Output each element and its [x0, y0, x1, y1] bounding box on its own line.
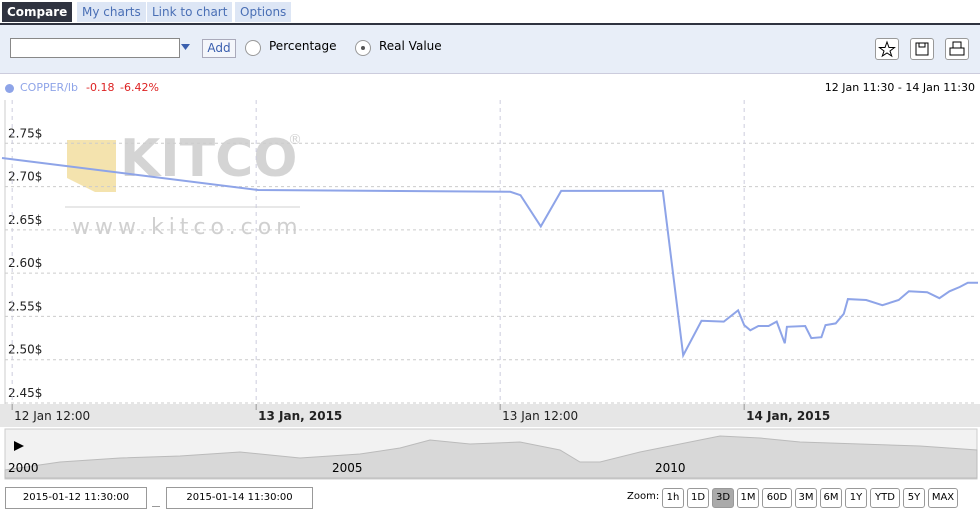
dropdown-arrow[interactable]: [181, 43, 191, 51]
watermark-logo: [67, 140, 116, 192]
zoom-button[interactable]: 1h: [662, 488, 684, 508]
navigator-area: [4, 435, 978, 479]
tab-rule: [0, 23, 980, 25]
y-tick-label: 2.60$: [8, 256, 42, 270]
zoom-button[interactable]: 3D: [712, 488, 734, 508]
y-tick-label: 2.50$: [8, 343, 42, 357]
tab[interactable]: My charts: [77, 2, 146, 22]
tab[interactable]: Compare: [2, 2, 73, 22]
save-button[interactable]: [910, 38, 934, 60]
x-tick-label: 13 Jan, 2015: [258, 409, 342, 423]
y-tick-label: 2.70$: [8, 170, 42, 184]
zoom-button[interactable]: 6M: [820, 488, 842, 508]
add-button[interactable]: Add: [202, 39, 236, 58]
radio-dot: [361, 46, 365, 50]
y-tick-label: 2.65$: [8, 213, 42, 227]
watermark-url: www.kitco.com: [72, 215, 303, 240]
series-line: [1, 157, 978, 359]
favorite-button[interactable]: [875, 38, 899, 60]
navigator-label: 2010: [655, 461, 686, 475]
radio-label: Percentage: [269, 39, 337, 53]
zoom-button[interactable]: 1D: [687, 488, 709, 508]
print-button[interactable]: [945, 38, 969, 60]
zoom-button[interactable]: MAX: [928, 488, 958, 508]
x-tick-label: 12 Jan 12:00: [14, 409, 90, 423]
date-separator: [152, 488, 160, 507]
tab[interactable]: Link to chart: [147, 2, 233, 22]
change: -0.18: [86, 81, 115, 94]
change-percent: -6.42%: [120, 81, 159, 94]
x-tick-label: 14 Jan, 2015: [746, 409, 830, 423]
x-tick-label: 13 Jan 12:00: [502, 409, 578, 423]
zoom-button[interactable]: 5Y: [903, 488, 925, 508]
date-to[interactable]: 2015-01-14 11:30:00: [166, 487, 313, 509]
legend-swatch: [5, 84, 14, 93]
zoom-button[interactable]: 1M: [737, 488, 759, 508]
zoom-label: Zoom:: [627, 491, 660, 502]
zoom-button[interactable]: 60D: [762, 488, 792, 508]
navigator-label: 2005: [332, 461, 363, 475]
navigator-label: 2000: [8, 461, 39, 475]
y-tick-label: 2.75$: [8, 126, 42, 140]
watermark-brand: KITCO: [120, 129, 297, 189]
zoom-button[interactable]: YTD: [870, 488, 900, 508]
y-tick-label: 2.55$: [8, 299, 42, 313]
radio-label: Real Value: [379, 39, 442, 53]
radio[interactable]: [355, 40, 371, 56]
radio[interactable]: [245, 40, 261, 56]
zoom-button[interactable]: 3M: [795, 488, 817, 508]
legend-label[interactable]: COPPER/lb: [20, 81, 78, 94]
x-axis-band: [0, 404, 980, 427]
y-tick-label: 2.45$: [8, 386, 42, 400]
watermark-registered: ®: [288, 132, 302, 148]
date-from[interactable]: 2015-01-12 11:30:00: [5, 487, 147, 509]
tab[interactable]: Options: [235, 2, 292, 22]
zoom-button[interactable]: 1Y: [845, 488, 867, 508]
symbol-input[interactable]: [10, 38, 180, 58]
play-icon[interactable]: [14, 441, 24, 451]
range-label: 12 Jan 11:30 - 14 Jan 11:30: [824, 81, 975, 94]
